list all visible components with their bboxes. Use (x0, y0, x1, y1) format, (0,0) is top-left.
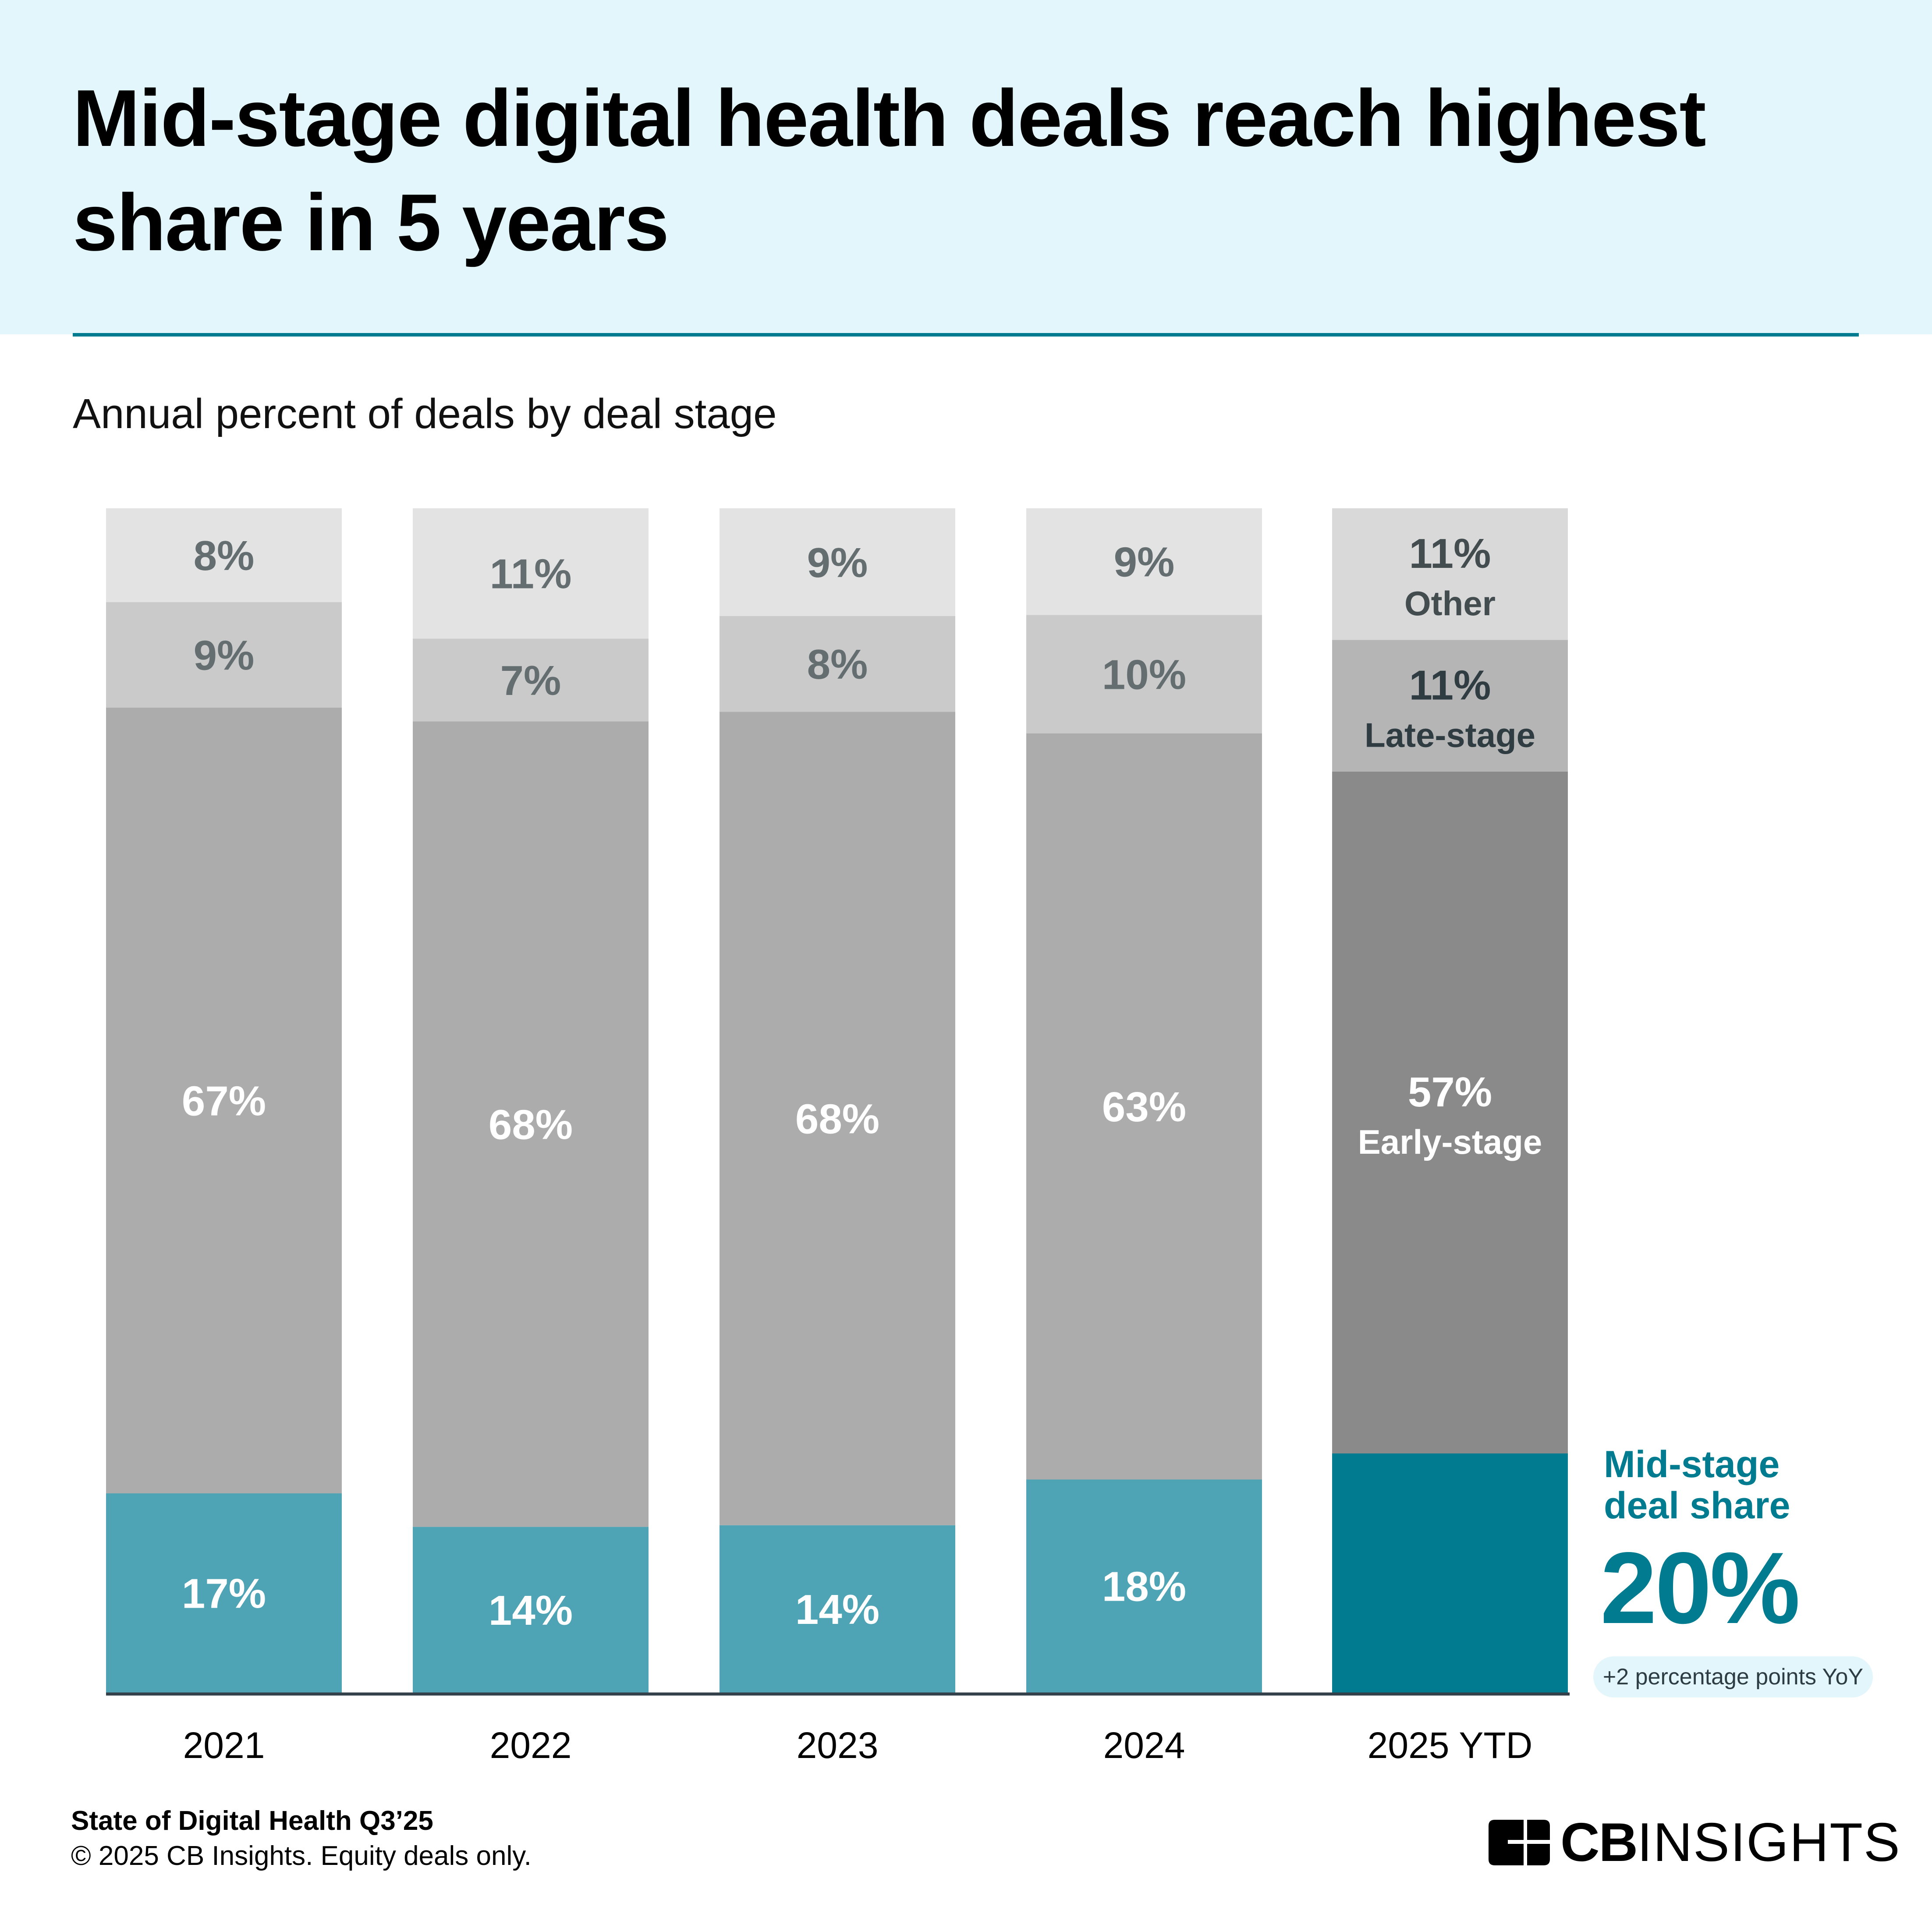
chart-title-line-2: share in 5 years (73, 177, 669, 267)
segment-label-mid-stage-2024: 18% (1102, 1563, 1186, 1610)
footer-copyright: © 2025 CB Insights. Equity deals only. (71, 1841, 532, 1871)
segment-label-late-stage-2025-ytd: 11% (1409, 662, 1491, 709)
header-band (0, 0, 1932, 334)
bar-segment-other-2021 (106, 508, 342, 602)
segment-label-late-stage-2021: 9% (194, 632, 255, 679)
chart-title: Mid-stage digital health deals reach hig… (73, 66, 1891, 274)
bar-segment-other-2025-ytd (1332, 508, 1568, 640)
series-name-label-other: Other (1404, 584, 1496, 623)
callout-title-line-2: deal share (1604, 1485, 1790, 1527)
x-tick-label-2022: 2022 (490, 1725, 572, 1766)
bar-segment-early-stage-2023 (720, 712, 955, 1525)
segment-label-other-2023: 9% (807, 539, 868, 586)
bar-segment-other-2022 (413, 508, 649, 639)
segment-label-early-stage-2022: 68% (489, 1102, 573, 1148)
bar-segment-late-stage-2023 (720, 616, 955, 712)
logo-text-regular: INSIGHTS (1637, 1812, 1901, 1873)
segment-label-late-stage-2023: 8% (807, 641, 868, 688)
bar-segment-late-stage-2021 (106, 602, 342, 708)
segment-label-late-stage-2022: 7% (500, 657, 561, 704)
segment-label-early-stage-2023: 68% (795, 1096, 879, 1143)
segment-label-early-stage-2025-ytd: 57% (1408, 1069, 1492, 1116)
footer-source: State of Digital Health Q3’25 (71, 1806, 433, 1836)
series-name-label-early-stage: Early-stage (1358, 1123, 1542, 1161)
segment-label-other-2024: 9% (1114, 539, 1175, 586)
segment-label-mid-stage-2021: 17% (182, 1570, 266, 1617)
x-tick-label-2021: 2021 (183, 1725, 265, 1766)
cb-insights-logo: CBINSIGHTS (1489, 1815, 1901, 1870)
bar-segment-mid-stage-2025-ytd (1332, 1453, 1568, 1693)
bar-segment-early-stage-2024 (1026, 733, 1262, 1480)
bars-group (106, 508, 1568, 1693)
segment-labels-group: 17% 67% 9% 8% 14% 68% 7% 11% 14% 68% 8% 9% 18% 63% 10%… (182, 530, 1542, 1634)
cb-insights-wordmark: CBINSIGHTS (1560, 1815, 1901, 1870)
x-tick-label-2023: 2023 (797, 1725, 879, 1766)
cb-insights-logo-icon (1489, 1820, 1550, 1865)
bar-segment-late-stage-2025-ytd (1332, 640, 1568, 772)
chart-title-line-1: Mid-stage digital health deals reach hig… (73, 73, 1706, 163)
x-tick-label-2024: 2024 (1103, 1725, 1185, 1766)
bar-segment-mid-stage-2023 (720, 1525, 955, 1693)
segment-label-mid-stage-2023: 14% (795, 1586, 879, 1633)
bar-segment-early-stage-2021 (106, 708, 342, 1494)
x-tick-label-2025-ytd: 2025 YTD (1368, 1725, 1533, 1766)
title-divider (73, 333, 1859, 337)
logo-text-bold: CB (1560, 1812, 1638, 1873)
yoy-change-badge: +2 percentage points YoY (1593, 1656, 1873, 1698)
bar-segment-mid-stage-2021 (106, 1493, 342, 1693)
bar-segment-late-stage-2022 (413, 638, 649, 722)
mid-stage-callout-title: Mid-stage deal share (1604, 1444, 1790, 1526)
segment-label-other-2022: 11% (490, 551, 572, 598)
bar-segment-other-2024 (1026, 508, 1262, 615)
bar-segment-mid-stage-2022 (413, 1527, 649, 1693)
segment-label-other-2021: 8% (194, 532, 255, 579)
chart-subtitle: Annual percent of deals by deal stage (73, 390, 777, 437)
bar-segment-other-2023 (720, 508, 955, 616)
bar-segment-early-stage-2022 (413, 721, 649, 1527)
segment-label-early-stage-2021: 67% (182, 1078, 266, 1125)
segment-label-other-2025-ytd: 11% (1409, 530, 1491, 577)
bar-segment-early-stage-2025-ytd (1332, 771, 1568, 1453)
segment-label-mid-stage-2022: 14% (489, 1587, 573, 1634)
yoy-change-text: +2 percentage points YoY (1602, 1664, 1864, 1690)
mid-stage-callout-value: 20% (1600, 1531, 1800, 1645)
series-name-label-late-stage: Late-stage (1365, 716, 1535, 755)
bar-segment-mid-stage-2024 (1026, 1479, 1262, 1693)
callout-title-line-1: Mid-stage (1604, 1443, 1780, 1485)
bar-segment-late-stage-2024 (1026, 615, 1262, 734)
segment-label-early-stage-2024: 63% (1102, 1084, 1186, 1131)
segment-label-late-stage-2024: 10% (1102, 651, 1186, 698)
x-axis-labels-group: 2021 2022 2023 2024 2025 YTD (183, 1725, 1533, 1766)
